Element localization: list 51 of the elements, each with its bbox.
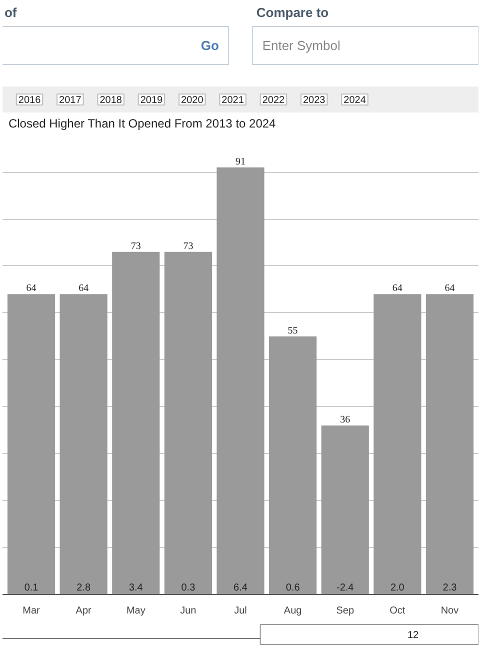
chart-title: Closed Higher Than It Opened From 2013 to 2024 xyxy=(8,116,276,130)
annotation: 2.8 xyxy=(76,582,91,594)
data-label: 55 xyxy=(288,325,298,336)
text: 2017 xyxy=(59,95,82,106)
x-tick-label: Mar xyxy=(22,606,41,616)
annotation: 0.1 xyxy=(24,582,39,594)
data-label: 64 xyxy=(26,283,36,294)
x-tick-label: Jul xyxy=(234,606,247,616)
annotation: 3.4 xyxy=(128,582,144,594)
bar xyxy=(164,252,212,594)
x-tick-label: Jun xyxy=(180,606,196,616)
x-tick-label: Nov xyxy=(440,606,459,616)
bar xyxy=(7,294,56,594)
text: 2023 xyxy=(302,95,326,106)
text: 12 xyxy=(407,630,420,641)
data-label: 64 xyxy=(444,283,455,294)
text: 2020 xyxy=(181,95,204,106)
annotation: 0.6 xyxy=(286,582,300,594)
annotation: 2.3 xyxy=(442,582,458,594)
x-tick-label: Sep xyxy=(336,606,354,616)
data-label: 36 xyxy=(340,414,350,426)
data-label: 73 xyxy=(183,240,194,252)
data-label: 91 xyxy=(236,156,246,168)
data-label: 64 xyxy=(392,283,402,294)
text: of xyxy=(4,5,18,20)
x-tick-label: Oct xyxy=(390,606,406,616)
x-tick-label: May xyxy=(126,606,146,616)
bar xyxy=(426,294,474,594)
x-tick-label: Aug xyxy=(284,606,302,616)
bar xyxy=(112,252,160,594)
data-label: 64 xyxy=(78,283,89,294)
text: Go xyxy=(200,38,219,53)
data-label: 73 xyxy=(130,240,141,252)
annotation: 6.4 xyxy=(234,582,248,594)
annotation: 0.3 xyxy=(181,582,196,594)
bar xyxy=(269,336,317,594)
bar xyxy=(216,167,264,594)
text: 2022 xyxy=(262,95,286,106)
bar xyxy=(60,294,108,594)
annotation: -2.4 xyxy=(336,582,354,594)
annotation: 2.0 xyxy=(390,582,405,594)
bar xyxy=(321,426,369,594)
text: Compare to xyxy=(256,5,329,20)
text: 2018 xyxy=(100,95,122,106)
text: 2019 xyxy=(140,95,164,106)
text: 2024 xyxy=(344,95,366,106)
x-tick-label: Apr xyxy=(76,606,92,616)
text: 2016 xyxy=(18,95,42,106)
text: 2021 xyxy=(222,95,244,106)
text: Enter Symbol xyxy=(262,38,340,53)
bar xyxy=(374,294,422,594)
